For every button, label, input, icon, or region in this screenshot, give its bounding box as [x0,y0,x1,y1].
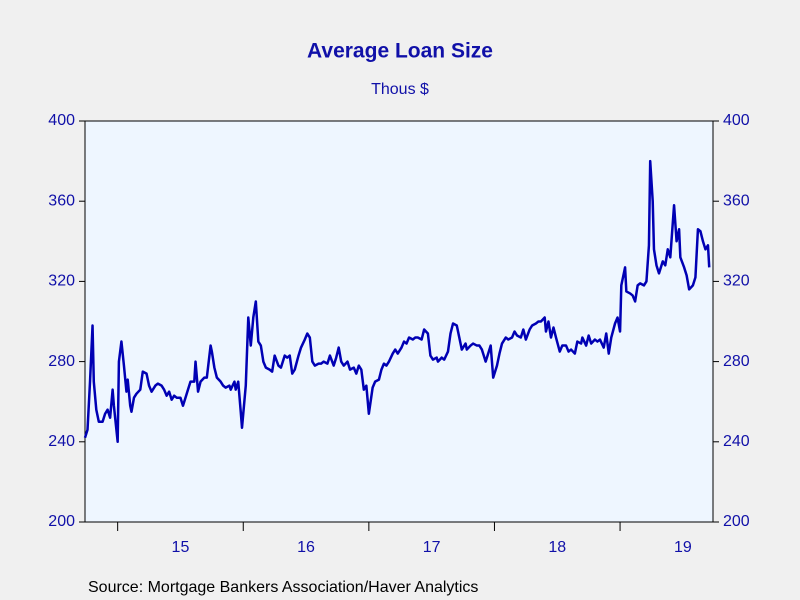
y2-tick-label: 360 [723,192,750,209]
y-tick-label: 360 [48,192,75,209]
plot-area [84,120,714,523]
y-tick-label: 280 [48,353,75,370]
source: Source: Mortgage Bankers Association/Hav… [88,579,478,596]
y-tick-label: 240 [48,433,75,450]
chart-title: Average Loan Size [307,40,493,63]
y2-tick-label: 400 [723,112,750,129]
chart-subtitle: Thous $ [371,81,429,98]
y2-tick-label: 200 [723,513,750,530]
x-tick-label: 18 [548,539,566,556]
data-line [83,159,711,444]
y-tick-label: 320 [48,273,75,290]
y2-tick-label: 240 [723,433,750,450]
y2-tick-label: 280 [723,353,750,370]
y2-tick-label: 320 [723,273,750,290]
y-tick-label: 400 [48,112,75,129]
y-tick-label: 200 [48,513,75,530]
x-tick-label: 15 [172,539,190,556]
x-tick-label: 17 [423,539,441,556]
x-tick-label: 19 [674,539,692,556]
x-tick-label: 16 [297,539,315,556]
